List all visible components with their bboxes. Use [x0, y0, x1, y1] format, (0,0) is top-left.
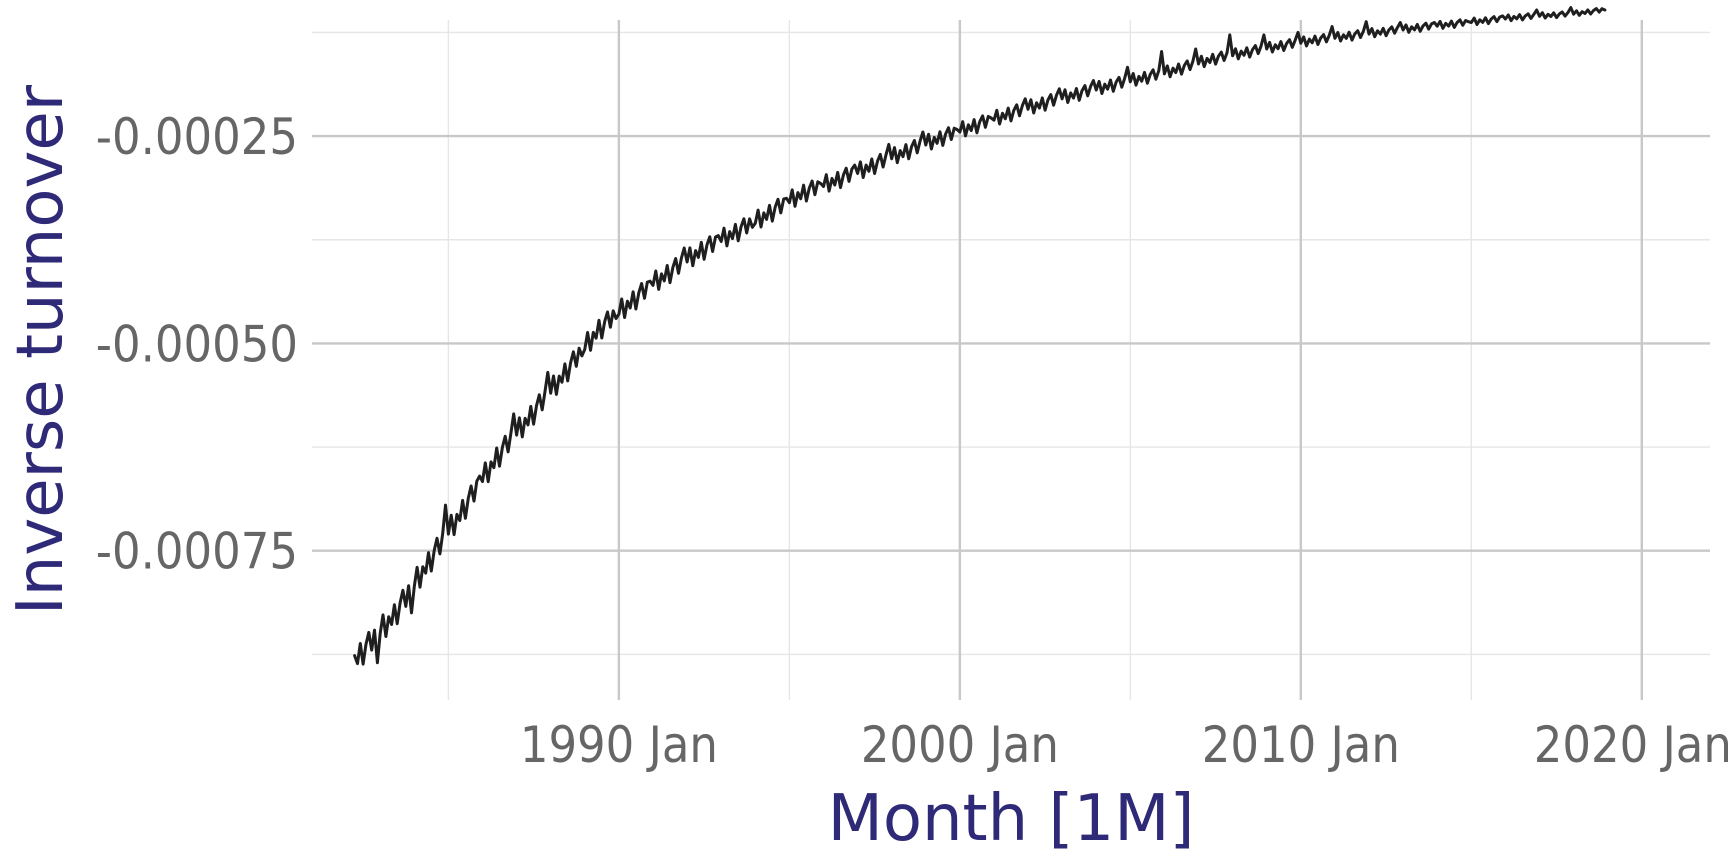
y-axis-title: Inverse turnover	[4, 84, 78, 615]
x-tick-labels: 1990 Jan 2000 Jan 2010 Jan 2020 Jan	[520, 716, 1728, 774]
y-tick-labels: -0.00025 -0.00050 -0.00075	[96, 108, 298, 581]
x-minor-gridlines	[447, 20, 1473, 700]
x-axis-title: Month [1M]	[828, 782, 1195, 856]
x-tick-label: 2000 Jan	[861, 716, 1059, 774]
y-minor-gridlines	[312, 31, 1710, 656]
y-tick-label: -0.00025	[96, 108, 298, 166]
y-tick-label: -0.00050	[96, 315, 298, 373]
y-tick-label: -0.00075	[96, 523, 298, 581]
y-major-gridlines	[312, 134, 1710, 552]
x-tick-label: 1990 Jan	[520, 716, 718, 774]
x-tick-label: 2010 Jan	[1202, 716, 1400, 774]
series-line	[353, 6, 1607, 666]
x-tick-label: 2020 Jan	[1534, 716, 1728, 774]
